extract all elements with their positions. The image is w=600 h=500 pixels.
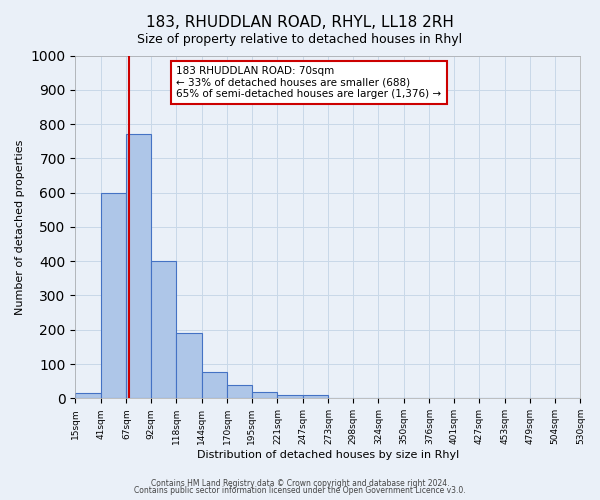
Bar xyxy=(101,192,127,398)
Text: 183, RHUDDLAN ROAD, RHYL, LL18 2RH: 183, RHUDDLAN ROAD, RHYL, LL18 2RH xyxy=(146,15,454,30)
Bar xyxy=(252,392,277,398)
Bar xyxy=(277,395,303,398)
Y-axis label: Number of detached properties: Number of detached properties xyxy=(15,139,25,314)
Text: Contains HM Land Registry data © Crown copyright and database right 2024.: Contains HM Land Registry data © Crown c… xyxy=(151,478,449,488)
Bar xyxy=(202,372,227,398)
Text: Contains public sector information licensed under the Open Government Licence v3: Contains public sector information licen… xyxy=(134,486,466,495)
X-axis label: Distribution of detached houses by size in Rhyl: Distribution of detached houses by size … xyxy=(197,450,459,460)
Bar xyxy=(176,333,202,398)
Bar xyxy=(303,395,328,398)
Bar xyxy=(127,134,151,398)
Text: Size of property relative to detached houses in Rhyl: Size of property relative to detached ho… xyxy=(137,32,463,46)
Bar xyxy=(76,393,101,398)
Text: 183 RHUDDLAN ROAD: 70sqm
← 33% of detached houses are smaller (688)
65% of semi-: 183 RHUDDLAN ROAD: 70sqm ← 33% of detach… xyxy=(176,66,442,99)
Bar xyxy=(151,261,176,398)
Bar xyxy=(227,384,252,398)
